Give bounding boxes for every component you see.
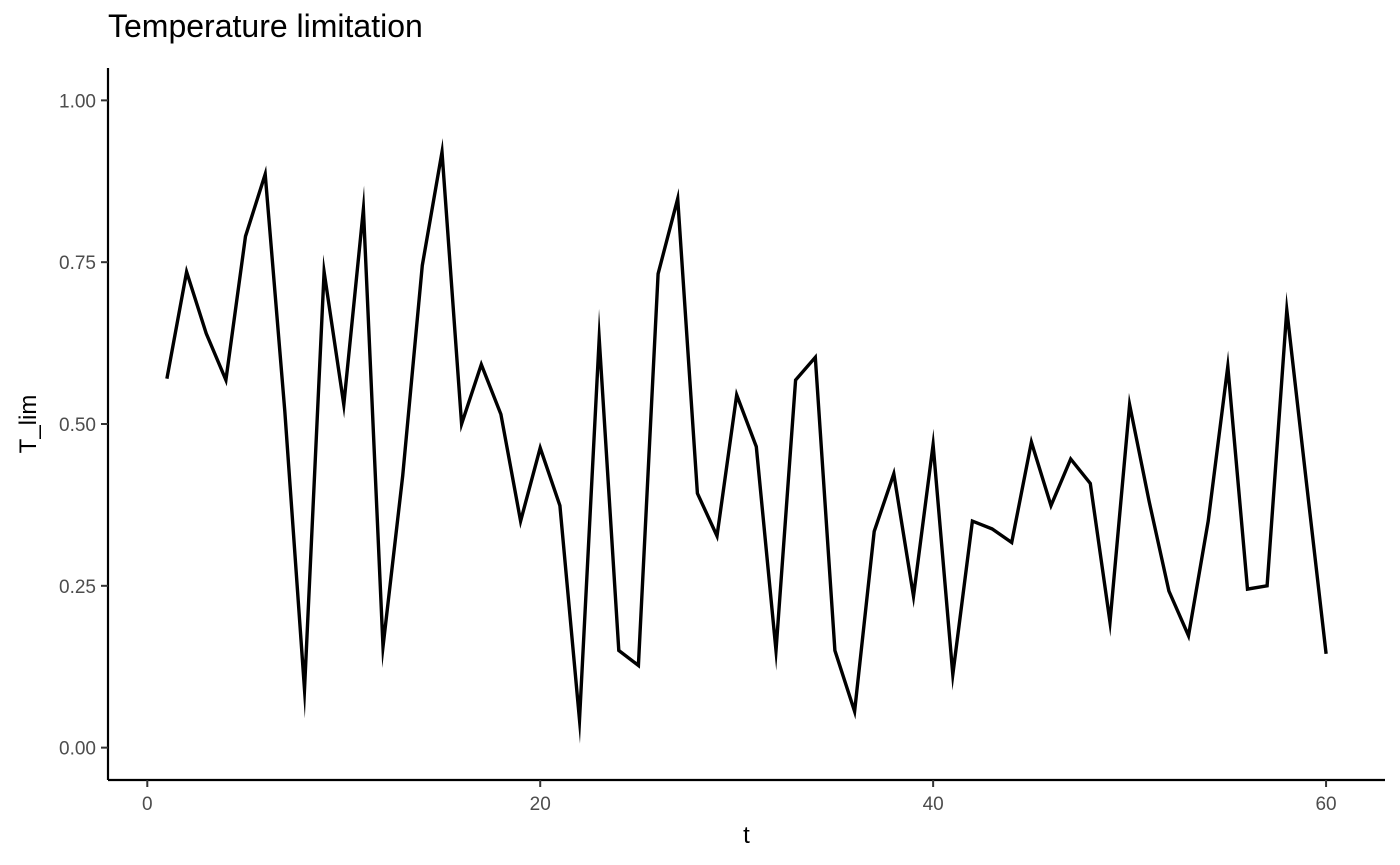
x-tick-label: 40 xyxy=(923,794,944,815)
y-tick-label: 0.00 xyxy=(59,739,96,760)
y-tick-label: 0.50 xyxy=(59,415,96,436)
chart-title: Temperature limitation xyxy=(108,8,423,44)
y-axis-label: T_lim xyxy=(15,395,42,454)
y-tick-label: 0.75 xyxy=(59,253,96,274)
x-tick-label: 0 xyxy=(142,794,153,815)
y-tick-label: 0.25 xyxy=(59,577,96,598)
y-tick-label: 1.00 xyxy=(59,91,96,112)
series-line xyxy=(165,138,1328,744)
x-tick-label: 20 xyxy=(530,794,551,815)
x-tick-label: 60 xyxy=(1315,794,1336,815)
x-axis-label: t xyxy=(743,822,750,849)
